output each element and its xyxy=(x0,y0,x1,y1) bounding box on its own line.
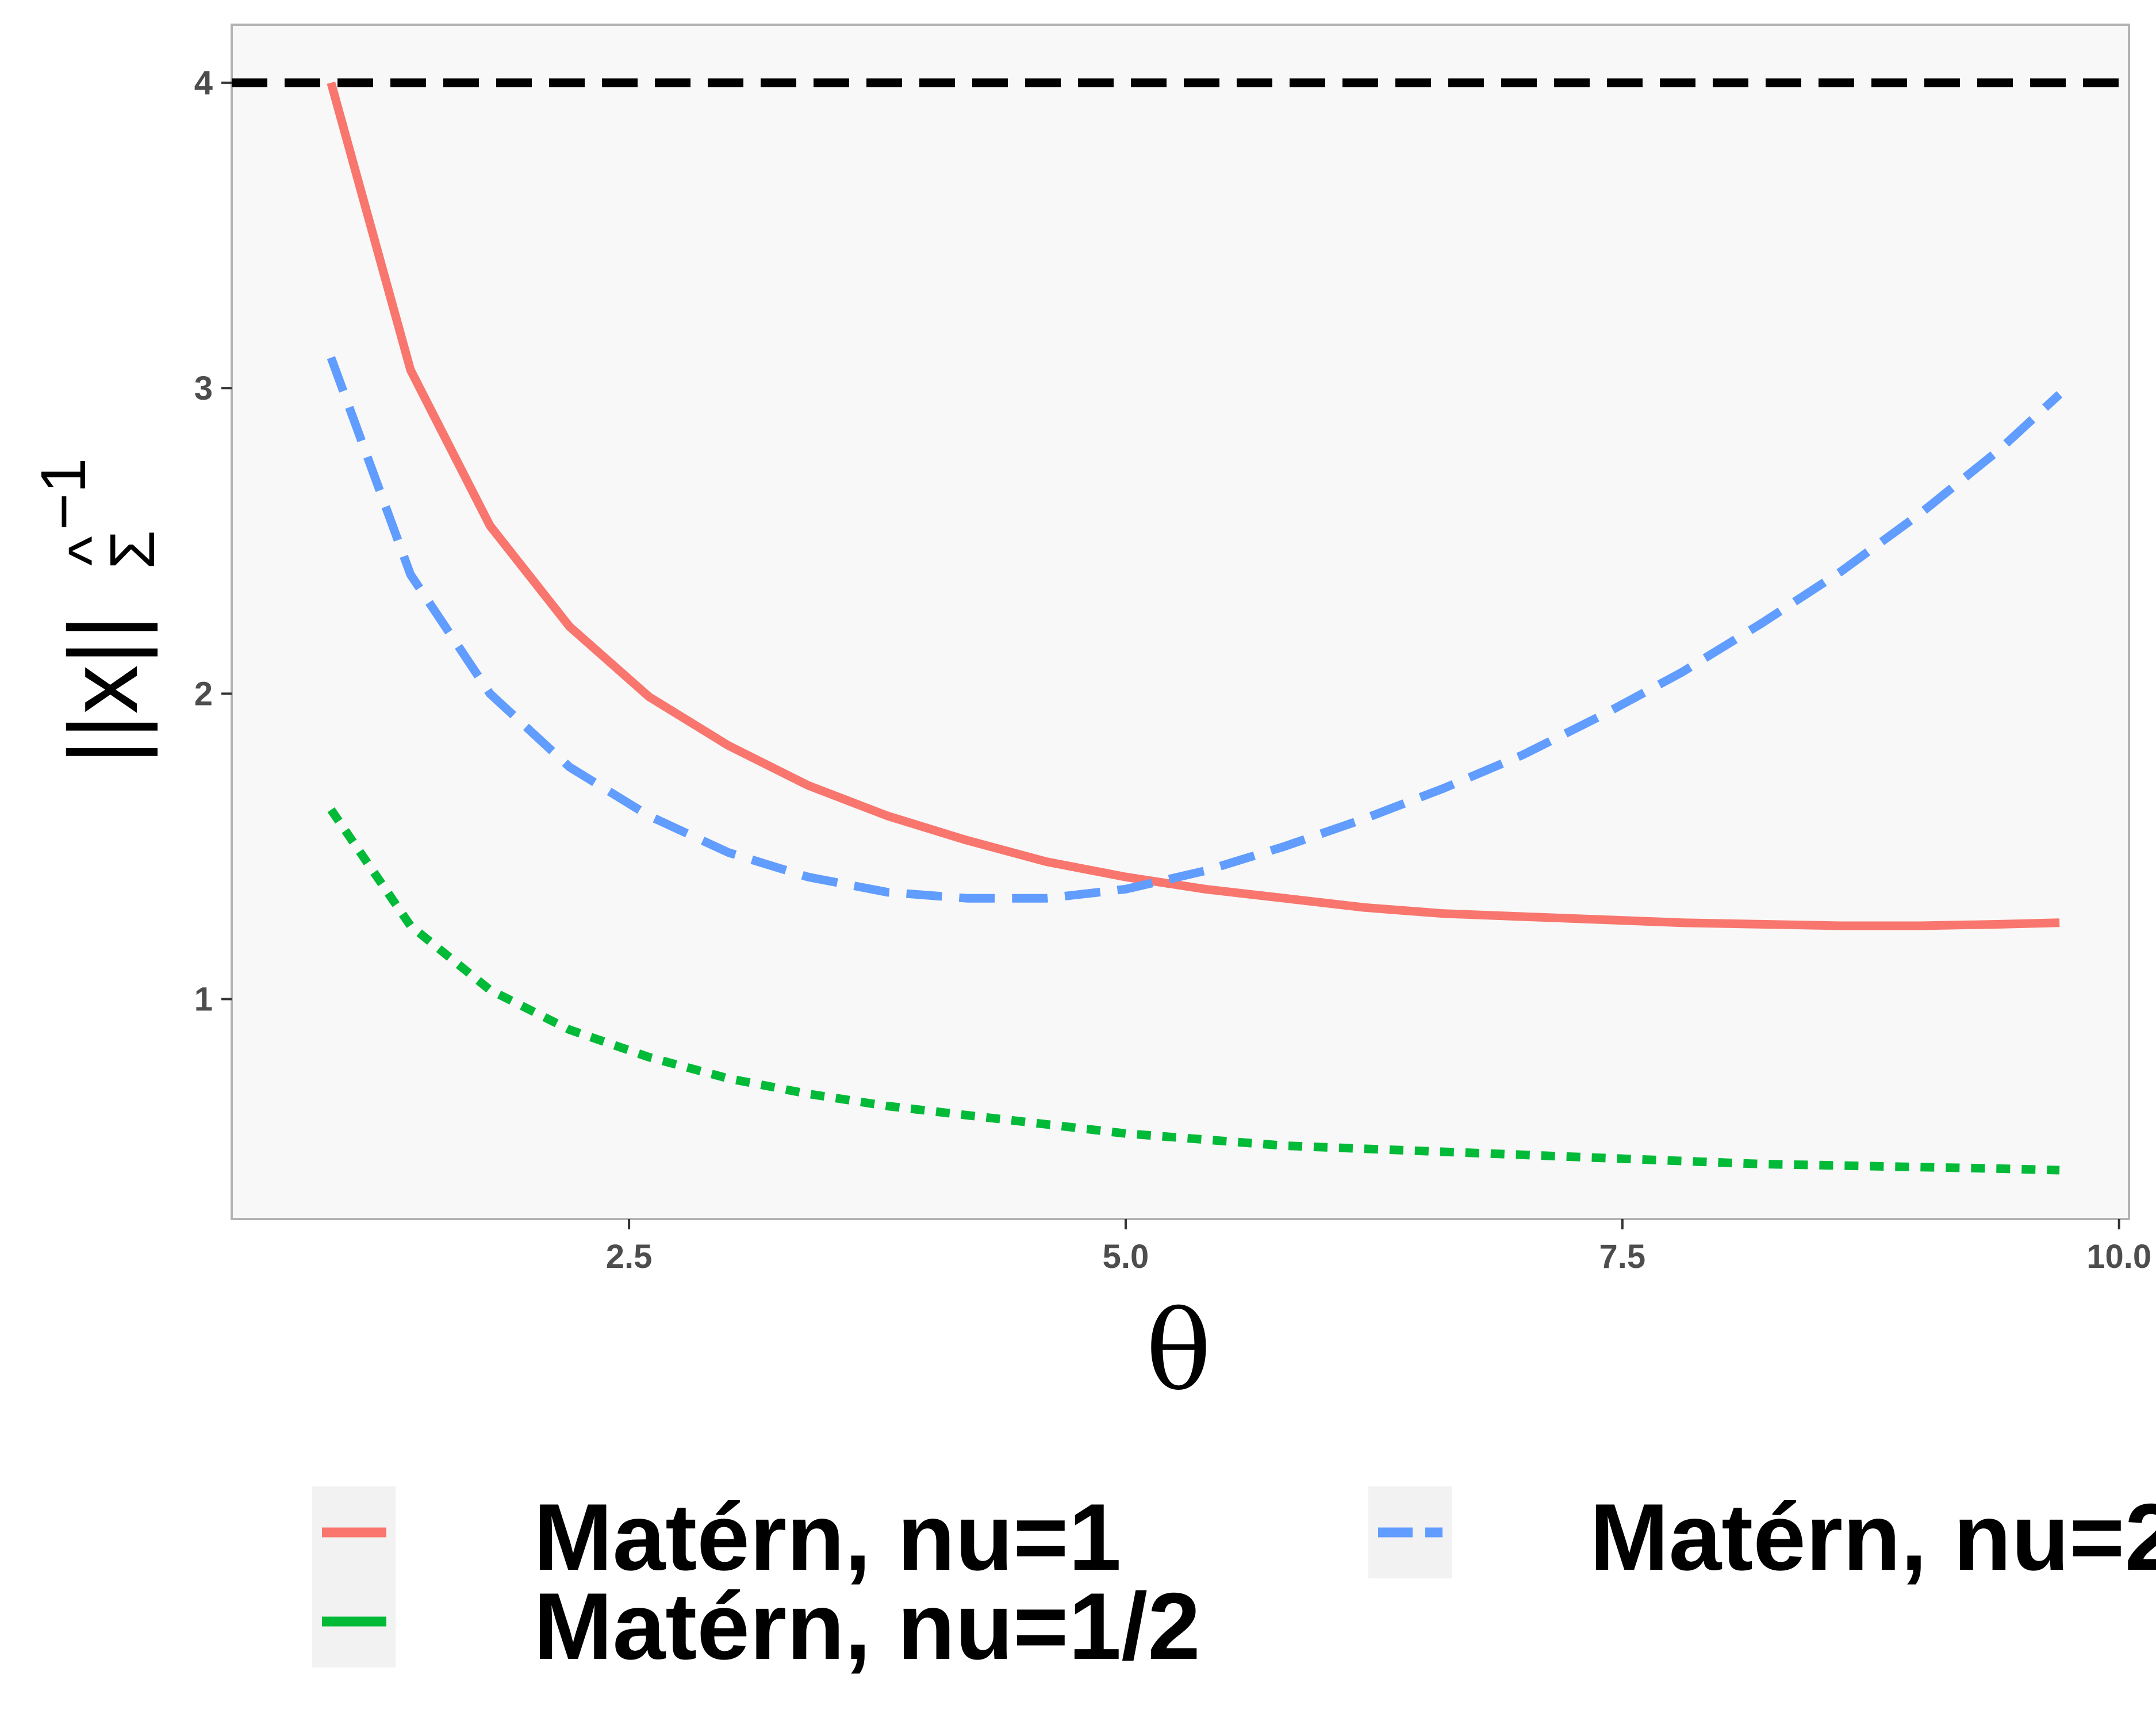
y-axis-title: ||x|| ^ Σ −1 xyxy=(28,458,168,765)
y-axis-title-subscript: Σ xyxy=(97,530,168,569)
x-tick-label: 10.0 xyxy=(2086,1238,2151,1275)
legend-label-nu1: Matérn, nu=1 xyxy=(534,1484,1121,1590)
x-tick-label: 7.5 xyxy=(1599,1238,1646,1275)
legend: Matérn, nu=1 Matérn, nu=1/2 Matérn, nu=2 xyxy=(312,1484,2156,1679)
series-line-mat-rn-nu-1-2 xyxy=(327,807,2060,1175)
legend-key-bg-1 xyxy=(312,1486,396,1668)
legend-label-nu2: Matérn, nu=2 xyxy=(1590,1484,2156,1590)
x-tick-label: 2.5 xyxy=(606,1238,653,1275)
series-line-mat-rn-nu-1 xyxy=(327,81,2060,930)
plot-panel xyxy=(231,24,2130,1220)
y-tick-label: 2 xyxy=(194,675,213,712)
y-axis-title-superscript: −1 xyxy=(28,458,99,530)
y-axis-title-main: ||x|| xyxy=(49,614,158,765)
y-tick-label: 4 xyxy=(194,64,213,102)
x-tick-label: 5.0 xyxy=(1103,1238,1149,1275)
series-line-mat-rn-nu-2 xyxy=(327,356,2063,903)
y-tick-label: 3 xyxy=(194,370,213,407)
x-axis-title: θ xyxy=(1146,1287,1211,1415)
y-axis: 1 2 3 4 xyxy=(194,64,232,1018)
x-axis: 2.5 5.0 7.5 10.0 xyxy=(606,1219,2151,1275)
y-tick-label: 1 xyxy=(194,981,213,1018)
y-axis-title-hat: ^ xyxy=(56,536,126,566)
svg-text:||x||: ||x|| xyxy=(49,614,158,765)
series-lines xyxy=(327,81,2063,1175)
legend-label-nu-half: Matérn, nu=1/2 xyxy=(534,1573,1200,1679)
